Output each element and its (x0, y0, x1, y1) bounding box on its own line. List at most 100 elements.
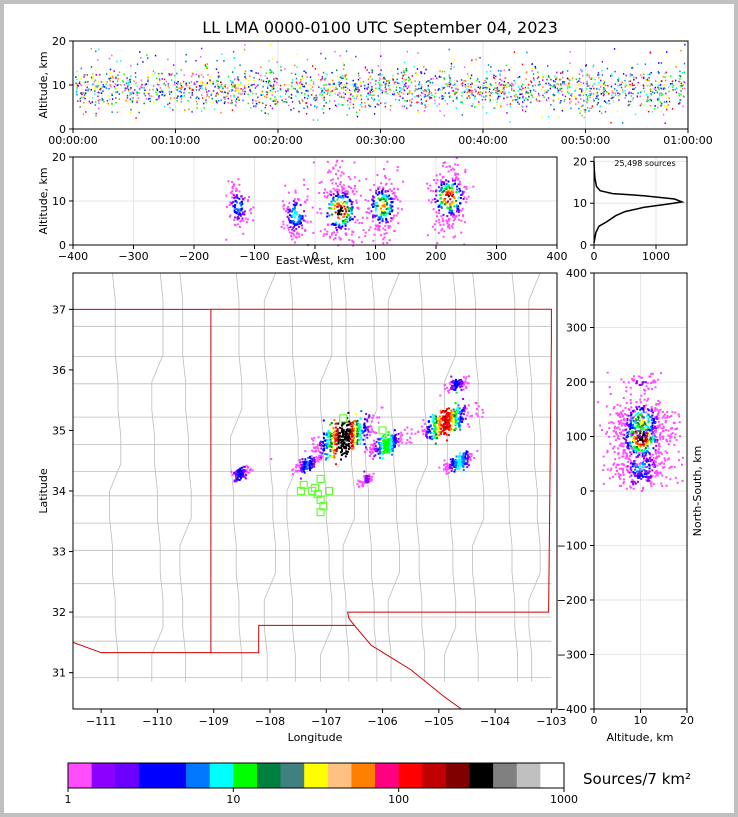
map-source (239, 472, 242, 475)
map-source (455, 422, 458, 425)
time-altitude-source (637, 92, 639, 94)
time-altitude-source (117, 77, 119, 80)
north-south-source (628, 430, 631, 433)
map-source (347, 448, 350, 451)
east-west-source (352, 231, 355, 234)
east-west-source (440, 188, 443, 191)
time-altitude-source (578, 77, 581, 80)
time-altitude-source (469, 91, 471, 94)
north-south-source (658, 445, 661, 448)
time-altitude-source (235, 101, 237, 103)
time-altitude-source (663, 101, 666, 103)
east-west-source (337, 216, 340, 219)
time-altitude-source (274, 103, 277, 105)
map-source (334, 426, 337, 429)
time-altitude-source (179, 96, 182, 98)
map-source (457, 464, 460, 467)
time-altitude-source (385, 90, 388, 93)
time-altitude-source (656, 98, 659, 100)
east-west-source (462, 198, 465, 201)
east-west-source (380, 198, 383, 201)
map-source (458, 459, 461, 462)
time-altitude-source (674, 79, 677, 82)
time-altitude-source (403, 79, 405, 82)
east-west-source (457, 178, 460, 181)
station-marker (296, 486, 306, 496)
time-altitude-source (325, 89, 327, 92)
time-altitude-source (648, 110, 650, 113)
map-source (455, 386, 458, 389)
time-altitude-source (75, 90, 78, 93)
time-altitude-source (244, 72, 246, 75)
north-south-source (649, 455, 652, 458)
east-west-source (332, 178, 335, 181)
map-source (302, 470, 305, 473)
east-west-source (465, 197, 468, 200)
map-source (291, 473, 294, 476)
east-west-source (390, 210, 393, 213)
map-source (235, 476, 238, 479)
map-source (444, 463, 447, 466)
time-altitude-source (84, 81, 87, 84)
time-altitude-source (621, 89, 624, 91)
north-south-source (643, 440, 646, 443)
time-altitude-source (434, 102, 436, 105)
time-altitude-source (165, 80, 168, 83)
map-source (291, 469, 294, 472)
map-source (307, 460, 310, 463)
map-source (345, 447, 348, 450)
east-west-source (374, 203, 377, 206)
time-altitude-source (220, 85, 222, 87)
time-altitude-source (314, 105, 316, 108)
time-altitude-source (479, 87, 481, 90)
map-source (295, 464, 298, 467)
east-west-source (318, 191, 321, 194)
map-source (365, 446, 368, 449)
time-altitude-source (370, 103, 372, 106)
east-west-source (364, 231, 367, 234)
map-source (367, 475, 370, 478)
time-altitude-source (126, 96, 129, 99)
east-west-source (373, 233, 376, 236)
map-source (443, 422, 446, 425)
time-altitude-source (664, 87, 666, 90)
east-west-source (293, 207, 296, 210)
time-altitude-source (385, 82, 387, 85)
time-altitude-source (547, 89, 549, 92)
time-altitude-source (427, 80, 429, 82)
time-altitude-source (372, 90, 374, 93)
time-altitude-source (342, 62, 344, 65)
time-altitude-source (371, 94, 373, 97)
time-altitude-source (654, 86, 657, 89)
time-altitude-source (327, 80, 329, 83)
map-source (457, 404, 460, 407)
east-west-source (339, 227, 342, 230)
east-west-source (448, 187, 451, 190)
time-altitude-source (392, 79, 394, 81)
time-altitude-source (599, 106, 601, 109)
east-west-source (378, 225, 381, 228)
time-altitude-source (450, 62, 453, 65)
longitude-tick-label: −107 (311, 715, 341, 728)
time-altitude-source (216, 101, 218, 104)
time-altitude-source (423, 72, 426, 75)
east-west-source (233, 223, 236, 226)
east-west-source (343, 219, 346, 222)
east-west-source (344, 195, 347, 198)
east-west-source (351, 206, 354, 209)
time-altitude-source (138, 92, 140, 94)
east-west-source (333, 204, 336, 207)
time-altitude-source (411, 75, 414, 77)
time-altitude-source (303, 70, 305, 73)
east-west-source (337, 213, 340, 216)
map-source (437, 428, 440, 431)
time-altitude-source (517, 97, 519, 99)
map-source (374, 431, 377, 434)
east-west-source (350, 203, 353, 206)
time-altitude-source (360, 85, 362, 87)
time-altitude-source (173, 81, 176, 84)
time-altitude-source (517, 101, 519, 104)
map-source (459, 417, 462, 420)
time-altitude-source (658, 92, 661, 95)
east-west-source (389, 204, 392, 207)
